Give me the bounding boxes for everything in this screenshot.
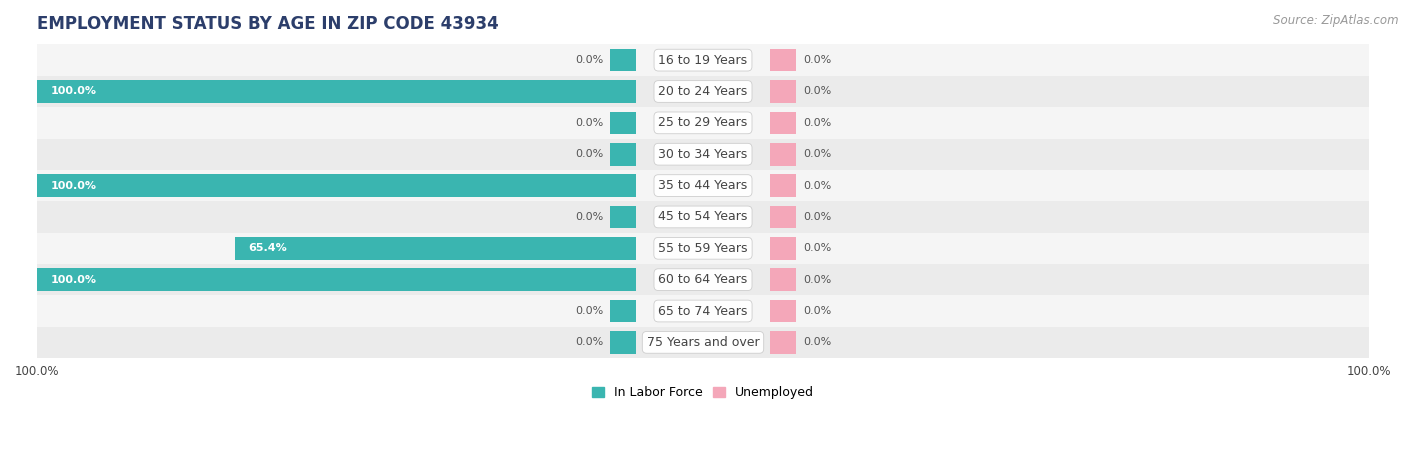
Text: 45 to 54 Years: 45 to 54 Years bbox=[658, 211, 748, 223]
Bar bbox=[610, 331, 637, 354]
Text: 16 to 19 Years: 16 to 19 Years bbox=[658, 54, 748, 67]
Bar bbox=[610, 174, 637, 197]
Bar bbox=[769, 206, 796, 228]
Text: 0.0%: 0.0% bbox=[803, 306, 831, 316]
Bar bbox=[37, 201, 1369, 233]
Bar bbox=[37, 174, 610, 197]
Text: EMPLOYMENT STATUS BY AGE IN ZIP CODE 43934: EMPLOYMENT STATUS BY AGE IN ZIP CODE 439… bbox=[37, 15, 499, 33]
Bar bbox=[610, 111, 637, 134]
Bar bbox=[37, 80, 610, 103]
Text: 0.0%: 0.0% bbox=[575, 212, 603, 222]
Text: 0.0%: 0.0% bbox=[803, 87, 831, 97]
Text: 35 to 44 Years: 35 to 44 Years bbox=[658, 179, 748, 192]
Text: 0.0%: 0.0% bbox=[803, 243, 831, 253]
Text: 0.0%: 0.0% bbox=[575, 118, 603, 128]
Bar bbox=[610, 143, 637, 166]
Bar bbox=[769, 174, 796, 197]
Text: Source: ZipAtlas.com: Source: ZipAtlas.com bbox=[1274, 14, 1399, 27]
Text: 25 to 29 Years: 25 to 29 Years bbox=[658, 116, 748, 129]
Text: 100.0%: 100.0% bbox=[51, 275, 97, 285]
Bar bbox=[37, 107, 1369, 138]
Text: 0.0%: 0.0% bbox=[803, 55, 831, 65]
Bar bbox=[769, 331, 796, 354]
Text: 0.0%: 0.0% bbox=[803, 275, 831, 285]
Bar bbox=[37, 264, 1369, 295]
Bar bbox=[235, 237, 610, 260]
Bar bbox=[769, 143, 796, 166]
Bar bbox=[37, 45, 1369, 76]
Text: 0.0%: 0.0% bbox=[575, 55, 603, 65]
Bar bbox=[37, 170, 1369, 201]
Text: 0.0%: 0.0% bbox=[803, 118, 831, 128]
Bar bbox=[610, 80, 637, 103]
Bar bbox=[37, 295, 1369, 327]
Text: 0.0%: 0.0% bbox=[803, 180, 831, 191]
Bar bbox=[610, 268, 637, 291]
Text: 100.0%: 100.0% bbox=[51, 87, 97, 97]
Text: 65.4%: 65.4% bbox=[249, 243, 287, 253]
Bar bbox=[37, 233, 1369, 264]
Bar bbox=[610, 237, 637, 260]
Bar bbox=[37, 268, 610, 291]
Text: 0.0%: 0.0% bbox=[803, 212, 831, 222]
Legend: In Labor Force, Unemployed: In Labor Force, Unemployed bbox=[586, 381, 820, 404]
Bar bbox=[610, 206, 637, 228]
Text: 75 Years and over: 75 Years and over bbox=[647, 336, 759, 349]
Text: 0.0%: 0.0% bbox=[803, 149, 831, 159]
Text: 0.0%: 0.0% bbox=[575, 149, 603, 159]
Text: 65 to 74 Years: 65 to 74 Years bbox=[658, 304, 748, 318]
Bar bbox=[610, 300, 637, 322]
Text: 0.0%: 0.0% bbox=[803, 337, 831, 347]
Text: 30 to 34 Years: 30 to 34 Years bbox=[658, 148, 748, 161]
Bar bbox=[769, 111, 796, 134]
Bar bbox=[769, 300, 796, 322]
Bar bbox=[769, 49, 796, 71]
Bar bbox=[37, 138, 1369, 170]
Text: 20 to 24 Years: 20 to 24 Years bbox=[658, 85, 748, 98]
Bar bbox=[769, 80, 796, 103]
Text: 55 to 59 Years: 55 to 59 Years bbox=[658, 242, 748, 255]
Text: 0.0%: 0.0% bbox=[575, 337, 603, 347]
Bar bbox=[769, 268, 796, 291]
Bar bbox=[769, 237, 796, 260]
Bar bbox=[37, 327, 1369, 358]
Text: 0.0%: 0.0% bbox=[575, 306, 603, 316]
Bar bbox=[37, 76, 1369, 107]
Text: 60 to 64 Years: 60 to 64 Years bbox=[658, 273, 748, 286]
Text: 100.0%: 100.0% bbox=[51, 180, 97, 191]
Bar bbox=[610, 49, 637, 71]
